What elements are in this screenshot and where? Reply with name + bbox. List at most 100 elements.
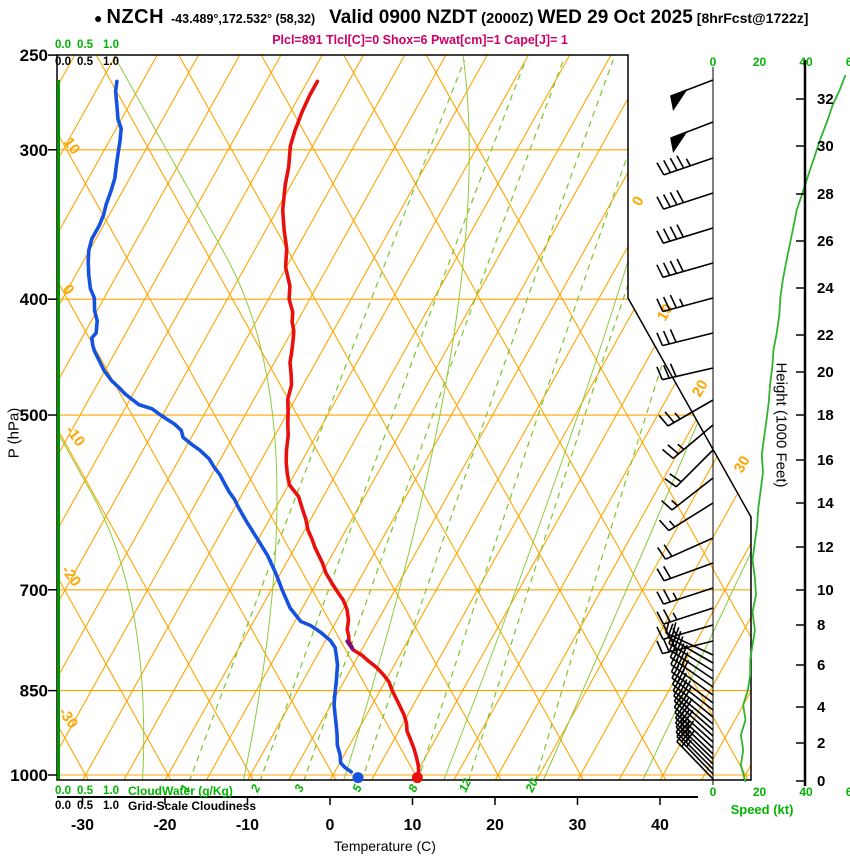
wind-barb-feather: [670, 651, 678, 665]
cloudiness-axis-label: Grid-Scale Cloudiness: [128, 799, 257, 813]
temperature-tick-label: 10: [404, 817, 422, 834]
height-tick-label: 32: [817, 91, 834, 108]
height-tick-label: 2: [817, 735, 825, 752]
moist-adiabat-line: [57, 55, 145, 780]
mixing-ratio-label: 12: [456, 776, 474, 794]
pressure-tick-label: 500: [20, 406, 48, 425]
station-bullet-icon: ●: [94, 10, 103, 26]
wind-barb-shaft: [669, 649, 714, 680]
stability-indices: Plcl=891 Tlcl[C]=0 Shox=6 Pwat[cm]=1 Cap…: [272, 33, 568, 47]
dry-adiabat-line: [57, 55, 254, 780]
height-tick-label: 12: [817, 539, 834, 556]
forecast-tag: [8hrFcst@1722z]: [696, 10, 809, 26]
isotherm-line: [57, 55, 406, 780]
wind-barb-feather: [656, 332, 664, 346]
mixing-ratio-line: [299, 59, 564, 780]
wind-barb-shaft: [662, 262, 714, 279]
wind-barb-shaft: [665, 632, 714, 656]
wind-barb-shaft: [663, 192, 714, 210]
height-tick-label: 24: [817, 280, 834, 297]
wind-barb-feather: [675, 715, 685, 728]
wind-barb-feather: [676, 155, 685, 169]
speed-tick-label-top: 20: [753, 55, 767, 69]
pressure-axis: 250 300 400 500 700 850 1000: [10, 46, 57, 785]
height-tick-label: 8: [817, 617, 825, 634]
wind-barb-feather: [680, 644, 688, 659]
wind-barb-feather: [656, 591, 665, 605]
dry-adiabat-line: [343, 55, 749, 780]
temperature-tick-label: -30: [71, 817, 94, 834]
speed-tick-label-bottom: 0: [710, 785, 717, 799]
valid-date: WED 29 Oct 2025: [537, 7, 693, 28]
pressure-tick-label: 850: [20, 682, 48, 701]
dewpoint-curve: [86, 79, 353, 774]
dry-adiabat-line: [260, 55, 667, 780]
wind-barb-pennant: [670, 88, 688, 111]
isotherm-line: [659, 55, 751, 780]
mixing-ratio-label: 20: [522, 776, 541, 795]
isotherm-line: [164, 55, 571, 780]
wind-barb-feather: [669, 644, 678, 658]
plot-border: [56, 54, 752, 781]
pressure-axis-label: P (hPa): [5, 407, 23, 459]
wind-barb-feather: [664, 411, 675, 424]
mixing-ratio-line: [531, 59, 751, 780]
temperature-tick-label: 30: [569, 817, 587, 834]
wind-barb-half-feather: [685, 158, 691, 167]
wind-barb-shaft: [663, 227, 714, 244]
wind-barb-shaft: [668, 502, 714, 532]
wind-barb-feather: [681, 652, 689, 666]
speed-tick-label-bottom: 40: [799, 785, 813, 799]
wind-barb-feather: [658, 414, 669, 427]
mixing-ratio-line: [184, 59, 466, 780]
isotherm-lines: [57, 55, 751, 780]
valid-time-utc: (2000Z): [481, 10, 534, 27]
wind-barb-feather: [662, 296, 671, 310]
moist-adiabat-line: [438, 55, 687, 780]
height-tick-label: 26: [817, 233, 834, 250]
isotherm-line: [57, 55, 241, 780]
wind-barb-shaft: [674, 711, 714, 749]
wind-barb-feather: [673, 683, 682, 697]
height-tick-label: 14: [817, 495, 834, 512]
dry-adiabat-line: [57, 55, 337, 780]
wind-barb-feather: [669, 636, 677, 651]
temperature-curve: [280, 79, 421, 778]
cloudiness-scale-top-0: 0.0: [55, 56, 71, 68]
wind-barb-shaft: [671, 677, 714, 711]
wind-barb-feather: [662, 160, 672, 174]
dry-adiabat-line: [57, 55, 419, 780]
wind-barb-feather: [673, 694, 683, 708]
wind-barb-shaft: [673, 706, 714, 743]
wind-barb-feather: [675, 720, 685, 733]
isotherm-line: [57, 55, 447, 780]
dry-adiabat-label: 0: [59, 281, 78, 298]
wind-barb-half-feather: [668, 520, 676, 528]
temperature-tick-label: -10: [236, 817, 259, 834]
wind-barb-feather: [656, 196, 665, 210]
temperature-axis: -30 -20 -10 0 10 20 30 40: [57, 796, 698, 834]
wind-barb-half-feather: [678, 298, 684, 307]
mixing-ratio-line: [413, 59, 662, 780]
height-axis-label: Height (1000 Feet): [772, 362, 790, 488]
wind-speed-curve: [739, 74, 847, 783]
wind-barb-half-feather: [671, 499, 679, 507]
height-tick-label: 30: [817, 138, 834, 155]
mixing-ratio-line: [357, 59, 614, 780]
wind-barb-shaft: [663, 587, 714, 605]
wind-barb-shaft: [663, 157, 714, 176]
wind-barb-feather: [681, 734, 691, 748]
wind-barb-feather: [673, 688, 683, 702]
wind-barb-feather: [656, 162, 665, 176]
wind-barb-feather: [676, 258, 684, 272]
pressure-tick-label: 250: [20, 46, 48, 65]
wind-barb-feather: [662, 330, 671, 345]
wind-barb-shaft: [671, 477, 714, 511]
temperature-tick-label: 0: [326, 817, 335, 834]
moist-adiabat-line: [636, 55, 751, 780]
wind-barb-feather: [667, 623, 674, 638]
mixing-ratio-label: 5: [349, 782, 365, 794]
speed-tick-label-top: 0: [710, 55, 717, 69]
wind-barbs: [656, 79, 714, 780]
